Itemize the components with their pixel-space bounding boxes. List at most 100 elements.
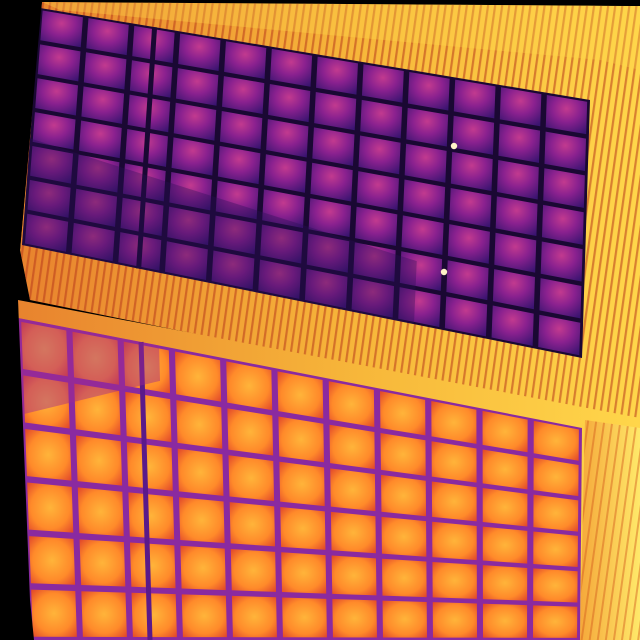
cool-panel-cell [446, 260, 489, 301]
cool-panel-cell [312, 127, 355, 166]
warm-panel-cell [330, 511, 376, 554]
warm-panel-cell [181, 594, 227, 638]
cool-panel-cell [167, 206, 210, 246]
warm-panel-cell [129, 542, 176, 589]
warm-panel-cell [227, 408, 274, 456]
cool-panel-cell [544, 131, 587, 172]
warm-panel-cell [432, 561, 477, 599]
cool-panel-cell [444, 296, 488, 337]
upper-array-seam [136, 27, 158, 269]
warm-panel-cell [230, 549, 276, 592]
warm-panel-cell [229, 502, 276, 547]
warm-panel-cell [27, 482, 74, 533]
cool-panel-cell [27, 179, 71, 218]
left-black-border [0, 0, 42, 640]
warm-panel-cell [431, 481, 477, 522]
cool-panel-cell [74, 188, 118, 227]
cool-panel-cell [81, 86, 125, 124]
warm-panel-cell [330, 468, 376, 512]
warm-panel-cell [533, 494, 579, 532]
cool-panel-cell [40, 10, 83, 48]
cool-panel-cell [358, 135, 401, 175]
warm-panel-cell [279, 461, 325, 507]
warm-panel-cell [482, 565, 528, 601]
warm-panel-cell [25, 428, 72, 481]
cool-panel-cell [310, 162, 353, 202]
cool-panel-cell [453, 79, 496, 119]
warm-panel-cell [533, 568, 578, 603]
warm-panel-cell [128, 492, 175, 540]
warm-panel-cell [533, 605, 578, 638]
cool-panel-cell [498, 123, 541, 163]
cool-panel-cell [260, 224, 303, 264]
warm-panel-cell [231, 595, 277, 638]
warm-panel-cell [81, 591, 127, 637]
cool-panel-cell [175, 68, 219, 106]
warm-panel-cell [533, 531, 578, 568]
cool-panel-cell [361, 64, 404, 103]
cool-panel-cell [224, 41, 267, 79]
warm-panel-cell [332, 599, 377, 638]
cool-panel-cell [360, 99, 403, 139]
cool-panel-cell [32, 112, 76, 150]
warm-panel-cell [282, 597, 327, 638]
cool-panel-cell [268, 84, 311, 123]
cool-panel-cell [540, 241, 583, 282]
cool-panel-cell [497, 160, 539, 200]
warm-panel-cell [228, 455, 275, 501]
cool-panel-cell [353, 242, 396, 282]
warm-panel-cell [432, 521, 477, 561]
warm-panel-cell [277, 371, 324, 419]
warm-panel-cell [278, 416, 324, 463]
warm-panel-cell [331, 555, 377, 596]
warm-panel-cell [226, 361, 273, 411]
cool-panel-cell [78, 120, 122, 159]
cool-panel-cell [173, 102, 217, 141]
warm-panel-cell [380, 433, 426, 476]
warm-panel-cell [77, 487, 124, 537]
cool-panel-cell [266, 119, 309, 158]
cool-panel-cell [211, 250, 255, 290]
warm-panel-cell [179, 497, 225, 543]
cool-panel-cell [215, 180, 259, 220]
warm-panel-cell [131, 592, 177, 638]
cool-panel-cell [539, 278, 582, 319]
cool-panel-cell [499, 87, 542, 127]
cool-panel-cell [76, 154, 120, 193]
cool-panel-cell [492, 269, 535, 310]
warm-panel-cell [21, 321, 68, 377]
warm-panel-cell [180, 545, 226, 591]
cool-panel-cell [304, 268, 348, 309]
cool-panel-cell [401, 215, 444, 255]
right-ridge-corrugation [580, 420, 640, 640]
cool-panel-cell [258, 259, 301, 299]
cool-panel-cell [169, 172, 213, 211]
warm-panel-cell [31, 589, 77, 637]
cool-panel-cell [447, 224, 490, 264]
warm-panel-cell [174, 351, 222, 402]
top-ridge-glow [42, 2, 640, 70]
warm-panel-cell [482, 410, 528, 453]
warm-panel-cell [328, 381, 375, 427]
cool-panel-cell [171, 137, 215, 176]
warm-panel-cell [29, 536, 76, 585]
cool-panel-cell [86, 18, 129, 56]
cool-panel-cell [316, 56, 358, 95]
lower-array-seam [138, 341, 153, 640]
warm-panel-cell [533, 457, 579, 497]
warm-panel-cell [382, 558, 427, 598]
cool-panel-cell [35, 78, 79, 116]
cool-panel-cell [399, 251, 443, 291]
warm-panel-cell [76, 435, 123, 486]
warm-panel-cell [23, 375, 70, 429]
cool-panel-cell [404, 143, 447, 183]
cool-panel-cell [83, 52, 127, 90]
cool-panel-cell [450, 151, 493, 192]
cool-panel-cell [264, 154, 307, 193]
warm-panel-cell [280, 507, 326, 550]
warm-panel-cell [533, 420, 579, 461]
warm-panel-cell [380, 391, 426, 436]
cool-panel-cell [351, 277, 395, 318]
cool-panel-cell [406, 107, 449, 147]
